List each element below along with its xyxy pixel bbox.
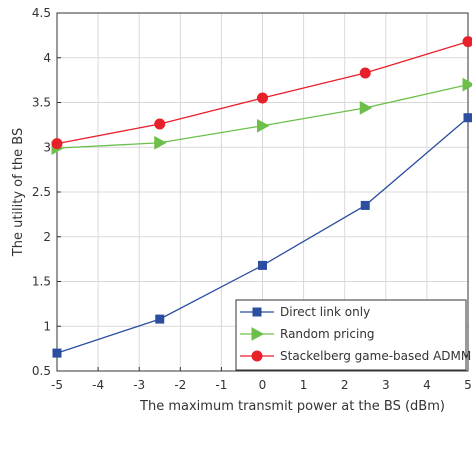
legend-marker [251, 350, 263, 362]
data-point [463, 113, 472, 123]
data-point [257, 118, 270, 133]
y-tick-label: 2 [43, 230, 51, 244]
legend-box [235, 299, 467, 371]
data-point [462, 36, 472, 48]
legend-label: Direct link only [280, 305, 370, 319]
y-axis-label: The utility of the BS [11, 128, 26, 257]
data-point [258, 260, 267, 270]
data-point [257, 92, 268, 104]
x-tick-label: 2 [341, 378, 349, 392]
y-tick-label: 4 [43, 51, 51, 65]
y-tick-label: 3.5 [32, 96, 51, 110]
data-point [360, 200, 370, 210]
data-point [359, 101, 373, 115]
y-tick-label: 4.5 [32, 6, 51, 20]
legend-item: Stackelberg game-based ADMM [240, 349, 471, 363]
legend-label: Random pricing [280, 327, 375, 341]
y-tick-label: 3 [43, 140, 51, 154]
x-tick-label: 5 [464, 378, 472, 392]
y-tick-label: 0.5 [32, 364, 51, 378]
data-point [462, 77, 472, 92]
series-layer [51, 36, 472, 358]
y-tick-label: 1 [43, 319, 51, 333]
legend-item: Direct link only [240, 305, 370, 319]
x-tick-label: 1 [300, 378, 308, 392]
data-point [154, 118, 166, 130]
series-0 [52, 113, 472, 358]
x-tick-label: -3 [133, 378, 145, 392]
legend: Direct link only Random pricing Stackelber… [235, 299, 471, 371]
data-point [155, 314, 165, 324]
x-tick-label: -4 [92, 378, 104, 392]
data-point [52, 348, 62, 358]
x-tick-label: -5 [51, 378, 63, 392]
x-tick-label: -2 [174, 378, 186, 392]
series-2 [51, 36, 472, 150]
legend-marker [251, 327, 265, 341]
data-point [154, 135, 167, 150]
y-tick-label: 2.5 [32, 185, 51, 199]
y-tick-label: 1.5 [32, 275, 51, 289]
x-tick-label: -1 [215, 378, 227, 392]
legend-marker [252, 307, 262, 317]
x-tick-label: 0 [259, 378, 267, 392]
data-point [359, 67, 371, 79]
x-tick-label: 4 [423, 378, 431, 392]
data-point [51, 138, 63, 150]
legend-label: Stackelberg game-based ADMM [280, 349, 471, 363]
x-axis-label: The maximum transmit power at the BS (dB… [139, 399, 445, 414]
axis-ticks: -5 -4 -3 -2 -1 0 1 2 3 4 5 0.5 1 1.5 2 2.5 3 3.5 4 4.5 [32, 6, 472, 392]
legend-item: Random pricing [240, 327, 375, 341]
x-tick-label: 3 [382, 378, 390, 392]
